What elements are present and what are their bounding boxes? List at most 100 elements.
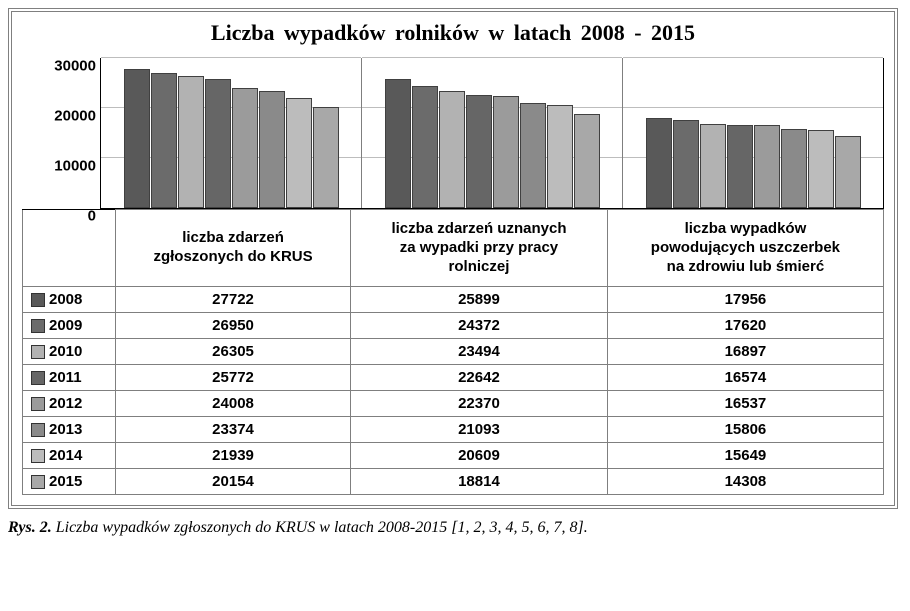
bar	[205, 79, 231, 208]
legend-cell: 2013	[23, 417, 116, 443]
bar	[727, 125, 753, 208]
data-cell: 25772	[116, 365, 351, 391]
data-cell: 14308	[607, 469, 883, 495]
bar	[313, 107, 339, 208]
table-row: 2010 263052349416897	[23, 339, 884, 365]
bar	[808, 130, 834, 208]
data-cell: 16574	[607, 365, 883, 391]
data-cell: 18814	[351, 469, 608, 495]
legend-cell: 2010	[23, 339, 116, 365]
data-cell: 20154	[116, 469, 351, 495]
bar	[412, 86, 438, 208]
data-cell: 23374	[116, 417, 351, 443]
bar	[781, 129, 807, 208]
table-row: 2014 219392060915649	[23, 443, 884, 469]
data-cell: 24008	[116, 391, 351, 417]
bar	[574, 114, 600, 208]
data-cell: 27722	[116, 287, 351, 313]
y-tick-label: 30000	[54, 58, 96, 75]
legend-swatch	[31, 423, 45, 437]
data-cell: 22370	[351, 391, 608, 417]
bar-group	[623, 58, 884, 208]
data-cell: 15649	[607, 443, 883, 469]
bar	[700, 124, 726, 208]
data-cell: 17956	[607, 287, 883, 313]
legend-year: 2013	[49, 421, 82, 438]
data-cell: 23494	[351, 339, 608, 365]
y-axis: 0100002000030000	[22, 58, 100, 209]
y-tick-label: 10000	[54, 158, 96, 175]
legend-cell: 2008	[23, 287, 116, 313]
bar	[754, 125, 780, 208]
bar	[151, 73, 177, 208]
legend-year: 2008	[49, 291, 82, 308]
bar	[286, 98, 312, 208]
chart-title: Liczba wypadków rolników w latach 2008 -…	[22, 20, 884, 46]
data-cell: 20609	[351, 443, 608, 469]
plot-row: 0100002000030000	[22, 58, 884, 209]
legend-year: 2010	[49, 343, 82, 360]
bar	[547, 105, 573, 208]
legend-cell: 2011	[23, 365, 116, 391]
category-header: liczba zdarzeńzgłoszonych do KRUS	[116, 210, 351, 287]
data-cell: 26950	[116, 313, 351, 339]
table-row: 2008 277222589917956	[23, 287, 884, 313]
bar	[439, 91, 465, 208]
category-header: liczba wypadkówpowodujących uszczerbekna…	[607, 210, 883, 287]
legend-year: 2011	[49, 369, 82, 386]
data-cell: 26305	[116, 339, 351, 365]
category-header: liczba zdarzeń uznanychza wypadki przy p…	[351, 210, 608, 287]
bar	[493, 96, 519, 208]
legend-swatch	[31, 319, 45, 333]
legend-swatch	[31, 397, 45, 411]
chart-frame: Liczba wypadków rolników w latach 2008 -…	[8, 8, 898, 509]
table-row: 2009 269502437217620	[23, 313, 884, 339]
data-cell: 16537	[607, 391, 883, 417]
table-row: 2015 201541881414308	[23, 469, 884, 495]
figure-caption: Rys. 2. Liczba wypadków zgłoszonych do K…	[8, 519, 902, 537]
legend-year: 2014	[49, 447, 82, 464]
data-cell: 24372	[351, 313, 608, 339]
table-row: 2013 233742109315806	[23, 417, 884, 443]
bar	[673, 120, 699, 208]
bar	[232, 88, 258, 208]
bar-group	[101, 58, 362, 208]
legend-cell: 2012	[23, 391, 116, 417]
bar	[520, 103, 546, 208]
data-table: liczba zdarzeńzgłoszonych do KRUSliczba …	[22, 209, 884, 495]
legend-year: 2012	[49, 395, 82, 412]
data-cell: 22642	[351, 365, 608, 391]
bar	[835, 136, 861, 208]
legend-cell: 2009	[23, 313, 116, 339]
bar	[646, 118, 672, 208]
data-cell: 15806	[607, 417, 883, 443]
y-tick-label: 0	[88, 208, 96, 225]
table-row: 2012 240082237016537	[23, 391, 884, 417]
legend-swatch	[31, 475, 45, 489]
data-cell: 21939	[116, 443, 351, 469]
legend-swatch	[31, 345, 45, 359]
y-tick-label: 20000	[54, 108, 96, 125]
bar	[124, 69, 150, 208]
caption-text: Liczba wypadków zgłoszonych do KRUS w la…	[56, 519, 588, 536]
data-cell: 17620	[607, 313, 883, 339]
legend-swatch	[31, 293, 45, 307]
legend-year: 2009	[49, 317, 82, 334]
bar	[466, 95, 492, 208]
table-corner	[23, 210, 116, 287]
bar	[259, 91, 285, 208]
legend-cell: 2014	[23, 443, 116, 469]
data-cell: 25899	[351, 287, 608, 313]
legend-year: 2015	[49, 473, 82, 490]
bar-group	[362, 58, 623, 208]
legend-swatch	[31, 371, 45, 385]
data-cell: 21093	[351, 417, 608, 443]
data-cell: 16897	[607, 339, 883, 365]
table-row: 2011 257722264216574	[23, 365, 884, 391]
chart-inner: Liczba wypadków rolników w latach 2008 -…	[11, 11, 895, 506]
legend-swatch	[31, 449, 45, 463]
legend-cell: 2015	[23, 469, 116, 495]
bar	[178, 76, 204, 208]
plot-area	[100, 58, 884, 209]
bar	[385, 79, 411, 208]
